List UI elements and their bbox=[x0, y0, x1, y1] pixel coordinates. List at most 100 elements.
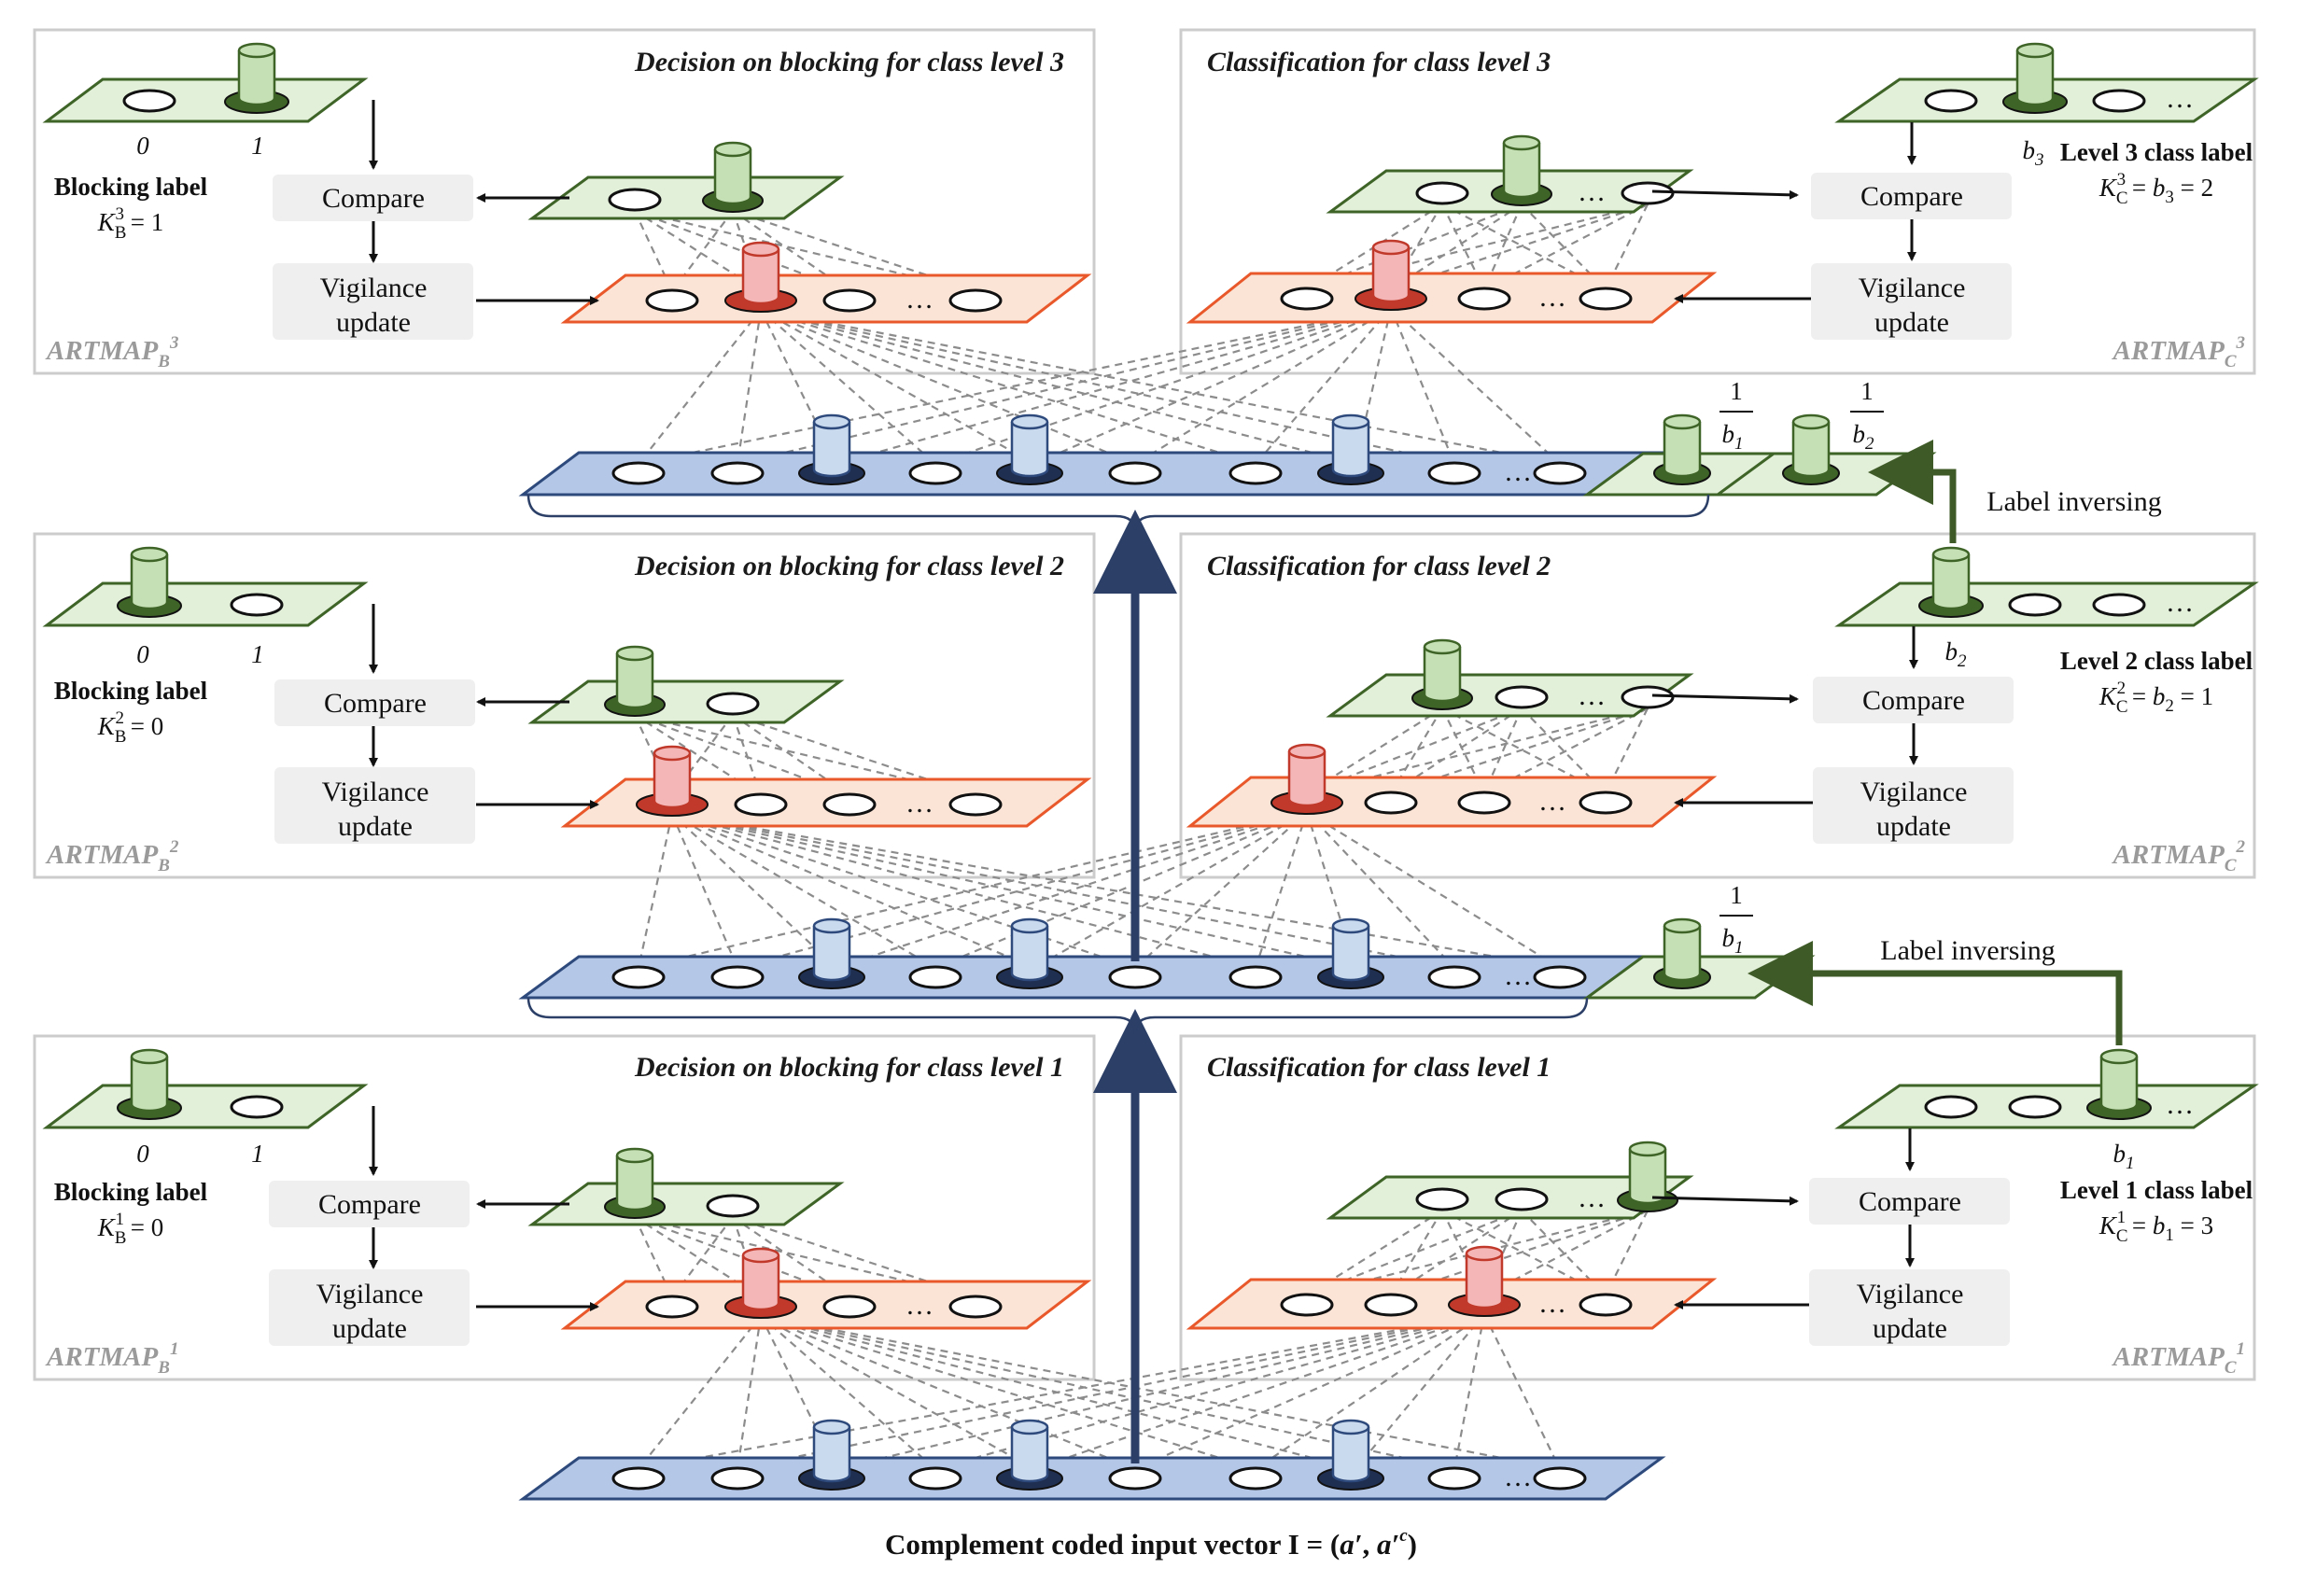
vigilance-label: Vigilance bbox=[1860, 777, 1968, 807]
oval-node-icon bbox=[1457, 791, 1511, 815]
vigilance-update-box bbox=[273, 263, 473, 340]
dashed-link bbox=[1134, 307, 1392, 465]
dashed-link bbox=[736, 1315, 763, 1470]
oval-node-icon bbox=[1427, 461, 1481, 485]
b2-marker: b2 bbox=[1945, 637, 1968, 671]
dashed-link bbox=[737, 1312, 1485, 1471]
oval-node-icon bbox=[1364, 791, 1418, 815]
cylinder-top bbox=[2099, 1048, 2139, 1065]
b1-marker: b1 bbox=[2113, 1140, 2135, 1173]
dashed-link bbox=[1033, 1312, 1485, 1471]
ellipsis-text: … bbox=[1578, 680, 1606, 711]
vigilance-label: Vigilance bbox=[320, 273, 428, 303]
cylinder-top bbox=[1331, 917, 1370, 934]
cylinder-top bbox=[615, 645, 654, 662]
blocking-option-1: 1 bbox=[251, 132, 264, 160]
ellipsis-text: … bbox=[2166, 1089, 2194, 1120]
cylinder-node-icon bbox=[1331, 926, 1370, 982]
oval-node-icon bbox=[908, 1466, 962, 1491]
cylinder-node-icon bbox=[1287, 751, 1326, 807]
classification-header-2: Classification for class level 2 bbox=[1207, 551, 1551, 581]
dashed-link bbox=[737, 306, 1392, 466]
dashed-link bbox=[671, 812, 1256, 970]
cylinder-top bbox=[741, 1247, 780, 1264]
label-inversing-text: Label inversing bbox=[1880, 935, 2055, 966]
cylinder-top bbox=[713, 141, 752, 158]
dashed-link bbox=[934, 306, 1392, 466]
dashed-link bbox=[671, 812, 1455, 970]
oval-node-icon bbox=[611, 965, 666, 989]
input-vector-caption: Complement coded input vector I = (a′, a… bbox=[885, 1526, 1417, 1561]
oval-node-icon bbox=[710, 965, 765, 989]
oval-node-icon bbox=[2008, 1095, 2062, 1119]
ellipsis-text: … bbox=[905, 1290, 933, 1321]
cylinder-node-icon bbox=[1663, 926, 1702, 982]
cylinder-node-icon bbox=[741, 1255, 780, 1311]
compare-box bbox=[274, 679, 475, 726]
cylinder-node-icon bbox=[1331, 422, 1370, 478]
artmap-b2-label: ARTMAPB2 bbox=[45, 837, 179, 875]
update-label: update bbox=[1874, 307, 1949, 338]
oval-node-icon bbox=[1533, 461, 1587, 485]
cylinder-top bbox=[1628, 1141, 1667, 1157]
vigilance-label: Vigilance bbox=[316, 1279, 424, 1309]
dashed-link bbox=[1306, 811, 1561, 969]
cylinder-node-icon bbox=[1931, 554, 1971, 610]
cylinder-top bbox=[1331, 1419, 1370, 1435]
dashed-link bbox=[638, 309, 762, 465]
cylinder-top bbox=[2015, 42, 2055, 59]
ellipsis-text: … bbox=[1504, 1462, 1532, 1492]
update-label: update bbox=[1873, 1313, 1947, 1344]
oval-node-icon bbox=[2092, 593, 2146, 617]
cylinder-node-icon bbox=[1423, 647, 1462, 703]
arrow-icon bbox=[1651, 693, 1799, 704]
ellipsis-text: … bbox=[905, 284, 933, 315]
oval-node-icon bbox=[706, 1194, 760, 1218]
input-plane-level-1 bbox=[518, 1456, 1666, 1501]
dashed-link bbox=[1254, 811, 1309, 969]
update-label: update bbox=[336, 307, 411, 338]
dashed-link bbox=[1255, 307, 1392, 465]
dashed-link bbox=[1483, 707, 1649, 794]
oval-node-icon bbox=[734, 792, 788, 817]
dashed-link bbox=[638, 1315, 762, 1470]
blocking-label-value: KB2 = 0 bbox=[97, 708, 163, 747]
svg-text:b1: b1 bbox=[1722, 924, 1744, 958]
compare-box bbox=[269, 1181, 470, 1227]
oval-node-icon bbox=[1579, 1293, 1633, 1317]
blocking-output-plane bbox=[527, 175, 845, 220]
dashed-link bbox=[760, 308, 1561, 466]
connection-lines bbox=[634, 203, 1649, 1471]
class-label-title: Level 2 class label bbox=[2060, 647, 2253, 675]
cylinder-node-icon bbox=[1791, 422, 1831, 478]
oval-node-icon bbox=[1427, 965, 1481, 989]
dashed-link bbox=[1441, 1210, 1607, 1296]
dashed-link bbox=[1441, 707, 1607, 794]
compare-label: Compare bbox=[324, 688, 427, 719]
artmap-c1-panel bbox=[1179, 1034, 2256, 1381]
artmap-c3-panel bbox=[1179, 28, 2256, 375]
cylinder-top bbox=[1663, 413, 1702, 430]
blocking-label-title: Blocking label bbox=[54, 173, 208, 201]
oval-node-icon bbox=[822, 792, 877, 817]
diagram-shapes: ……………………………………… bbox=[42, 42, 2259, 1501]
oval-node-icon bbox=[908, 461, 962, 485]
oval-node-icon bbox=[1579, 791, 1633, 815]
ellipsis-text: … bbox=[1578, 176, 1606, 207]
blocking-option-1: 1 bbox=[251, 1140, 264, 1168]
blocking-option-0: 0 bbox=[136, 640, 149, 668]
compare-box bbox=[1813, 677, 2014, 723]
dashed-link bbox=[1355, 1313, 1485, 1470]
dashed-link bbox=[1483, 1313, 1561, 1470]
blocking-label-title: Blocking label bbox=[54, 677, 208, 705]
oval-node-icon bbox=[608, 188, 662, 212]
cylinder-top bbox=[1465, 1245, 1504, 1262]
oval-node-icon bbox=[1621, 181, 1675, 205]
brace-icon bbox=[526, 494, 1710, 533]
oval-node-icon bbox=[948, 792, 1003, 817]
category-plane bbox=[1186, 776, 1718, 828]
oval-node-icon bbox=[1415, 1187, 1469, 1211]
label-inversing-text: Label inversing bbox=[1986, 486, 2161, 517]
label-inversing-arrow-1 bbox=[1748, 941, 2123, 1045]
vigilance-label: Vigilance bbox=[1857, 1279, 1964, 1309]
